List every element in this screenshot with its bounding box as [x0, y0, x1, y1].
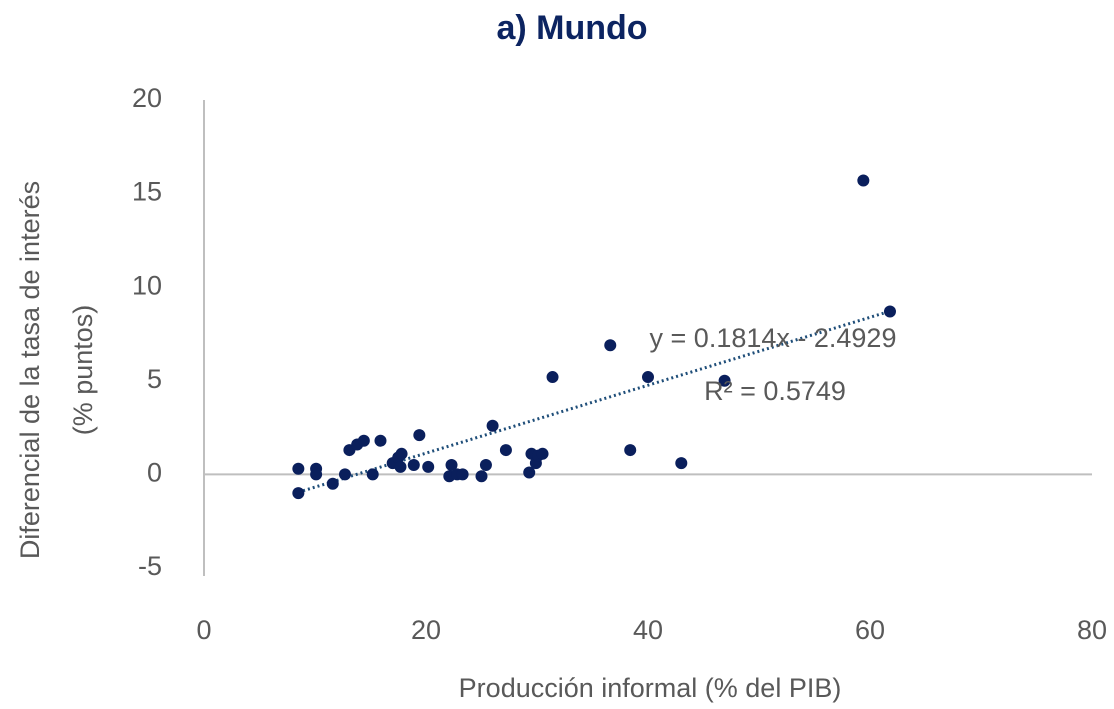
chart-title: a) Mundo	[496, 9, 647, 47]
point	[422, 460, 435, 473]
point	[718, 374, 731, 387]
point	[326, 477, 339, 490]
point	[394, 460, 407, 473]
y-tick-label: 15	[132, 177, 162, 207]
point	[523, 466, 536, 479]
point	[624, 444, 637, 457]
y-tick-label: 0	[147, 458, 162, 488]
y-tick-label: 5	[147, 364, 162, 394]
y-axis-title: Diferencial de la tasa de interés	[15, 181, 45, 559]
y-tick-label: 20	[132, 83, 162, 113]
point	[445, 459, 458, 472]
point	[292, 462, 305, 475]
point	[456, 468, 469, 481]
y-axis-title: (% puntos)	[68, 305, 98, 436]
point	[366, 468, 379, 481]
x-tick-label: 80	[1077, 615, 1107, 645]
point	[292, 487, 305, 500]
point	[883, 305, 896, 318]
point	[310, 468, 323, 481]
point	[413, 429, 426, 442]
point	[395, 447, 408, 460]
point	[338, 468, 351, 481]
x-tick-label: 40	[633, 615, 663, 645]
trendline	[297, 309, 891, 494]
x-tick-label: 0	[196, 615, 211, 645]
point	[479, 459, 492, 472]
x-tick-label: 20	[411, 615, 441, 645]
trendline-equation: y = 0.1814x - 2.4929	[650, 323, 897, 353]
point	[546, 371, 559, 384]
point	[857, 174, 870, 187]
point	[357, 434, 370, 447]
point	[475, 470, 488, 483]
x-tick-label: 60	[855, 615, 885, 645]
point	[374, 434, 387, 447]
r-squared-label: R² = 0.5749	[704, 376, 846, 406]
point	[486, 419, 499, 432]
point	[499, 444, 512, 457]
point	[675, 457, 688, 470]
y-tick-label: -5	[138, 551, 162, 581]
point	[407, 459, 420, 472]
point	[642, 371, 654, 384]
x-axis-title: Producción informal (% del PIB)	[459, 673, 842, 703]
point	[604, 339, 617, 352]
y-tick-label: 10	[132, 270, 162, 300]
point	[536, 447, 549, 460]
